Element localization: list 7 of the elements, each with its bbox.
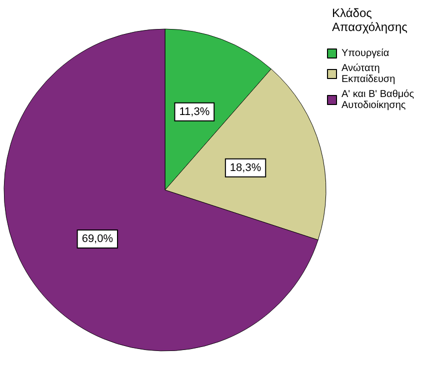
legend-label: Α' και Β' Βαθμός Αυτοδιοίκησης [342,89,414,111]
data-label: 69,0% [82,233,114,246]
legend-title: Κλάδος Απασχόλησης [332,6,408,34]
data-label: 18,3% [230,162,262,174]
legend-label: Ανώτατη Εκπαίδευση [342,63,396,85]
legend-label: Υπουργεία [342,48,390,59]
data-label: 11,3% [179,106,210,118]
